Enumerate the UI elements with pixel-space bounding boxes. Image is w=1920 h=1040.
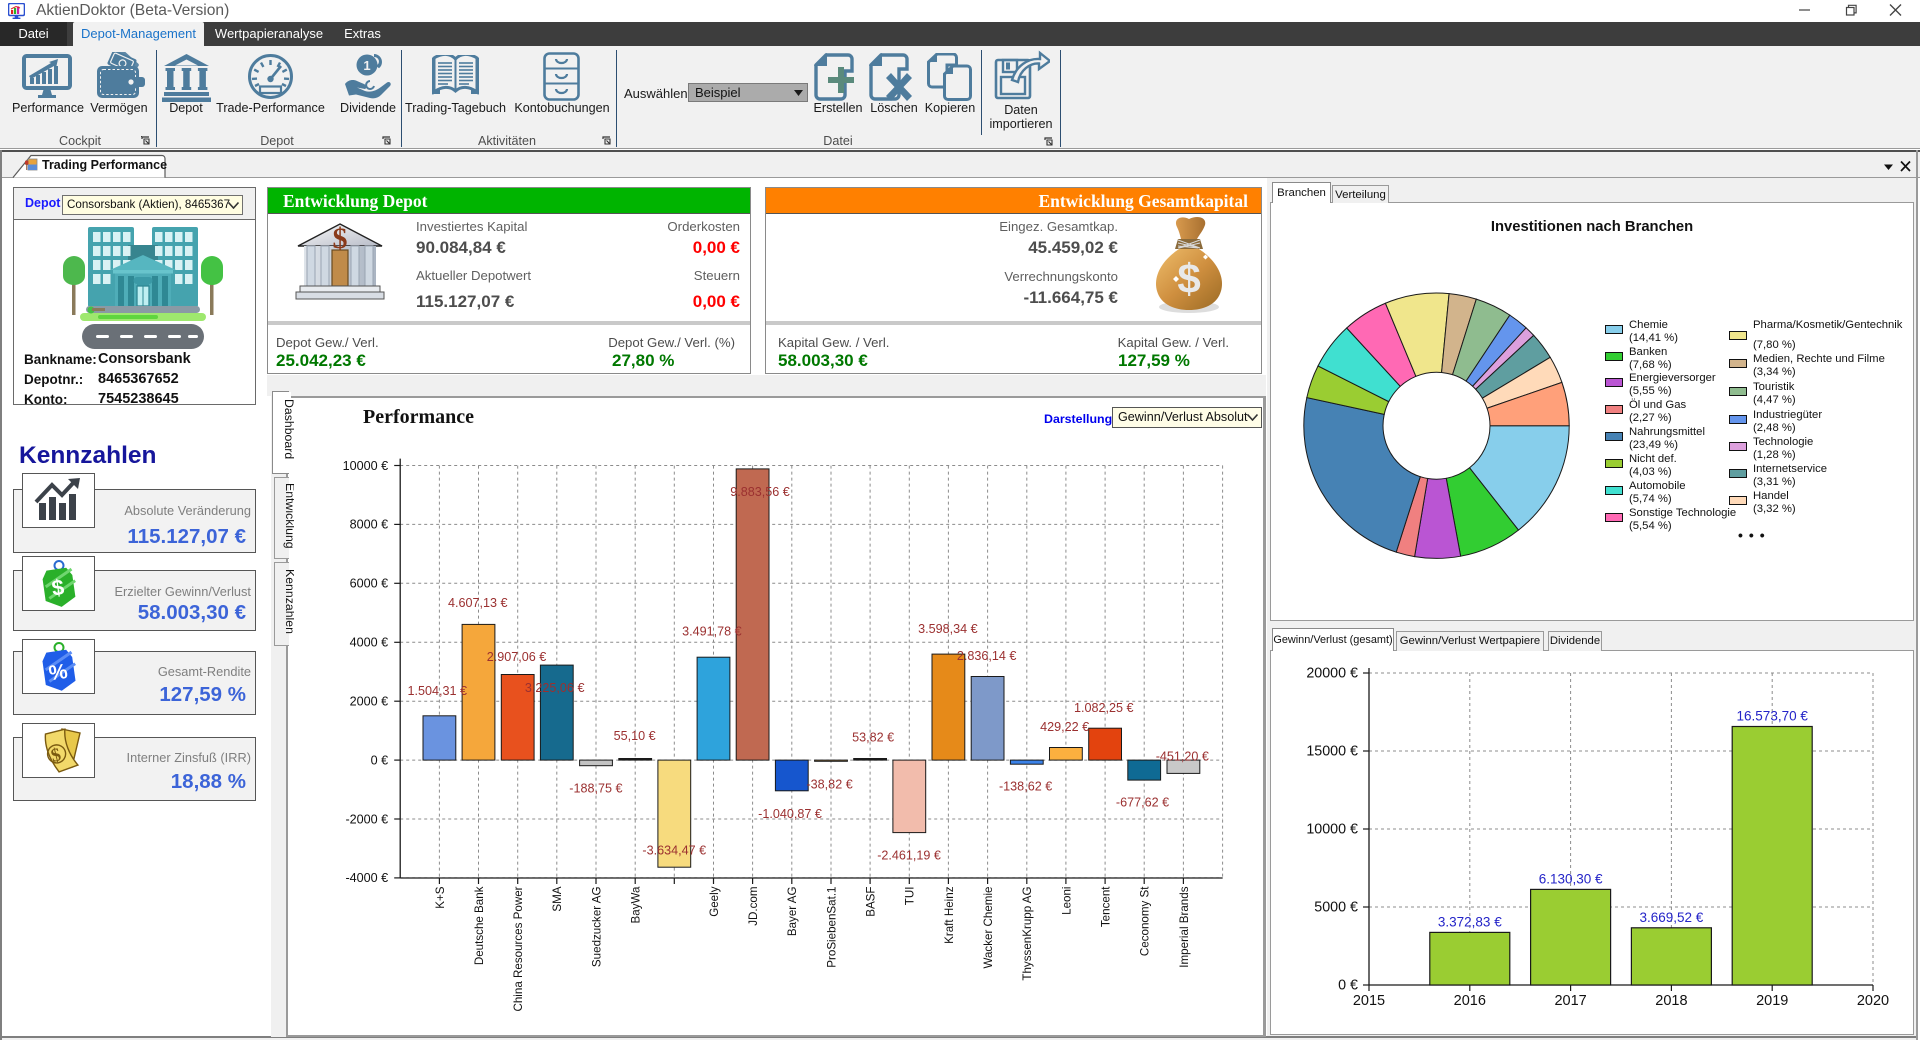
svg-text:0 €: 0 €: [371, 753, 389, 767]
svg-text:6.130,30 €: 6.130,30 €: [1539, 871, 1603, 886]
svg-text:-2000 €: -2000 €: [345, 812, 388, 826]
svg-text:16.573,70 €: 16.573,70 €: [1737, 709, 1809, 724]
svg-text:-1.040,87 €: -1.040,87 €: [758, 807, 822, 821]
svg-text:Tencent: Tencent: [1100, 886, 1113, 927]
svg-text:Wacker Chemie: Wacker Chemie: [982, 887, 995, 969]
svg-text:Imperial Brands: Imperial Brands: [1178, 886, 1191, 967]
svg-text:4.607,13 €: 4.607,13 €: [448, 596, 508, 610]
svg-text:-451,20 €: -451,20 €: [1156, 749, 1209, 763]
svg-text:TUI: TUI: [904, 887, 917, 906]
svg-text:BayWa: BayWa: [630, 886, 643, 923]
svg-text:0 €: 0 €: [1338, 978, 1358, 994]
svg-text:Ceconomy St: Ceconomy St: [1139, 886, 1152, 956]
svg-text:5000 €: 5000 €: [1314, 900, 1358, 916]
svg-text:K+S: K+S: [434, 886, 447, 909]
svg-text:55,10 €: 55,10 €: [614, 729, 656, 743]
svg-text:SMA: SMA: [551, 886, 564, 911]
svg-text:$: $: [1177, 255, 1200, 302]
svg-text:1: 1: [363, 58, 370, 73]
svg-text:JD.com: JD.com: [747, 887, 760, 926]
svg-text:-3.634,47 €: -3.634,47 €: [642, 844, 706, 858]
svg-text:429,22 €: 429,22 €: [1040, 720, 1089, 734]
svg-text:4000 €: 4000 €: [350, 636, 389, 650]
svg-text:BASF: BASF: [865, 887, 878, 917]
svg-text:-677,62 €: -677,62 €: [1116, 796, 1169, 810]
svg-text:Kraft Heinz: Kraft Heinz: [943, 886, 956, 944]
svg-text:3.598,34 €: 3.598,34 €: [918, 622, 978, 636]
svg-text:1.504,31 €: 1.504,31 €: [408, 684, 468, 698]
svg-text:3.372,83 €: 3.372,83 €: [1438, 914, 1502, 929]
svg-text:10000 €: 10000 €: [1306, 822, 1358, 838]
svg-text:Dashboard: Dashboard: [282, 399, 294, 459]
svg-text:20000 €: 20000 €: [1306, 666, 1358, 682]
svg-text:8000 €: 8000 €: [350, 518, 389, 532]
svg-text:-38,82 €: -38,82 €: [806, 778, 852, 792]
svg-text:6000 €: 6000 €: [350, 577, 389, 591]
svg-text:%: %: [47, 660, 69, 685]
svg-text:-188,75 €: -188,75 €: [569, 782, 622, 796]
svg-text:2016: 2016: [1454, 993, 1486, 1009]
svg-text:2.907,06 €: 2.907,06 €: [487, 650, 547, 664]
svg-text:-4000 €: -4000 €: [345, 871, 388, 885]
svg-text:ProSiebenSat.1: ProSiebenSat.1: [825, 887, 838, 968]
svg-text:9.883,56 €: 9.883,56 €: [730, 485, 790, 499]
svg-text:ThyssenKrupp AG: ThyssenKrupp AG: [1021, 887, 1034, 981]
svg-text:2020: 2020: [1857, 993, 1889, 1009]
svg-text:3.491,78 €: 3.491,78 €: [682, 624, 742, 638]
svg-text:$: $: [333, 222, 348, 255]
svg-text:Kennzahlen: Kennzahlen: [283, 569, 294, 634]
svg-text:China Resources Power: China Resources Power: [512, 886, 525, 1011]
svg-text:Suedzucker AG: Suedzucker AG: [590, 887, 603, 968]
svg-text:Deutsche Bank: Deutsche Bank: [473, 886, 486, 965]
svg-text:1.082,25 €: 1.082,25 €: [1074, 701, 1134, 715]
svg-text:Geely: Geely: [708, 886, 721, 916]
svg-text:53,82 €: 53,82 €: [852, 731, 894, 745]
svg-text:$: $: [50, 574, 66, 600]
svg-text:15000 €: 15000 €: [1306, 744, 1358, 760]
svg-text:2015: 2015: [1353, 993, 1385, 1009]
svg-text:2000 €: 2000 €: [350, 695, 389, 709]
svg-text:2017: 2017: [1554, 993, 1586, 1009]
svg-text:3.225,06 €: 3.225,06 €: [525, 681, 585, 695]
svg-text:-138,62 €: -138,62 €: [999, 779, 1052, 793]
svg-text:Entwicklung: Entwicklung: [283, 483, 294, 549]
svg-text:2.836,14 €: 2.836,14 €: [957, 649, 1017, 663]
svg-text:3.669,52 €: 3.669,52 €: [1639, 910, 1703, 925]
svg-text:Bayer AG: Bayer AG: [786, 887, 799, 937]
svg-text:Leoni: Leoni: [1060, 887, 1073, 915]
svg-text:2018: 2018: [1655, 993, 1687, 1009]
svg-text:2019: 2019: [1756, 993, 1788, 1009]
svg-text:10000 €: 10000 €: [343, 459, 389, 473]
svg-text:-2.461,19 €: -2.461,19 €: [877, 849, 941, 863]
